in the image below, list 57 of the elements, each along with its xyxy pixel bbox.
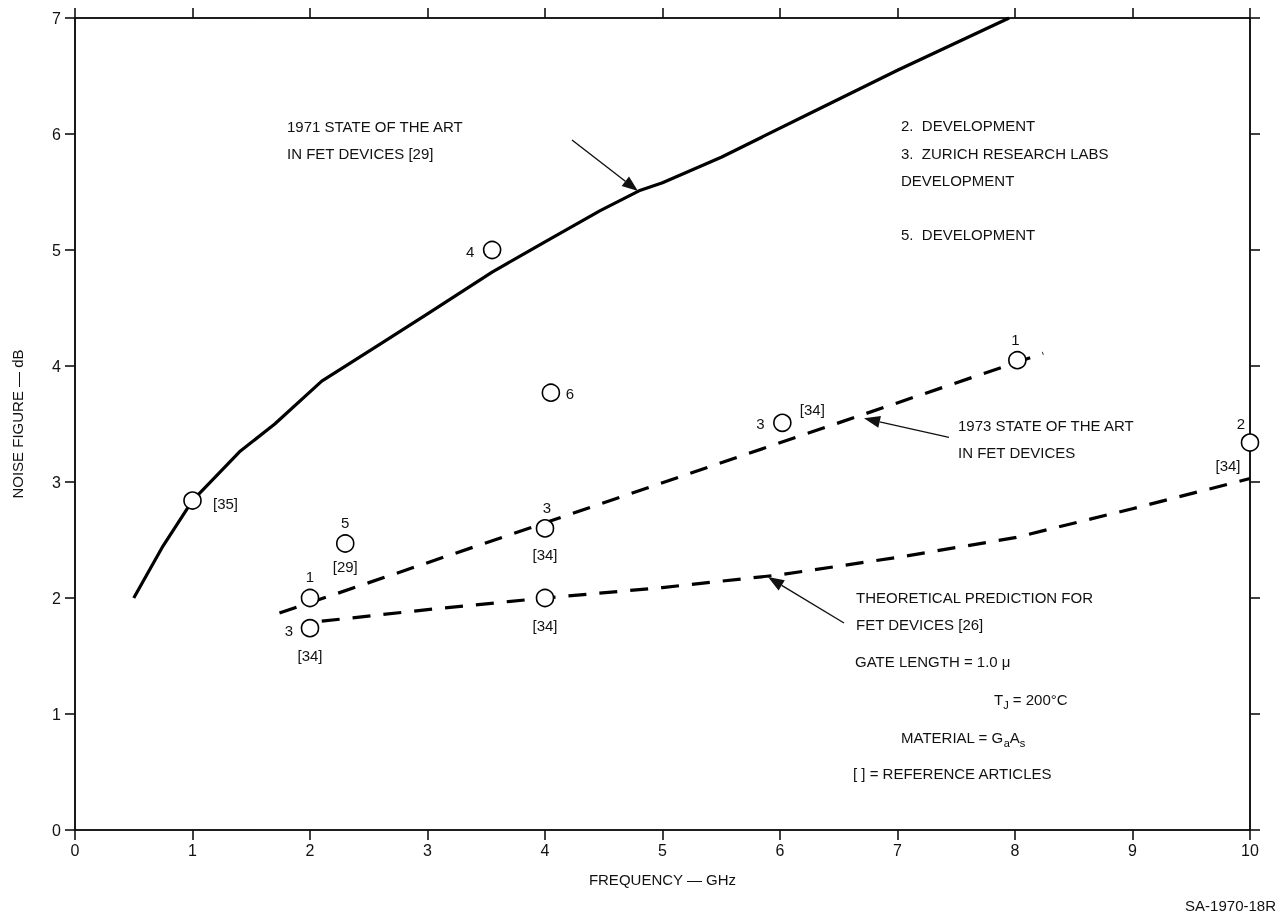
annotation: [34] — [1215, 457, 1241, 475]
point — [183, 491, 202, 510]
x-tick-label: 8 — [1010, 841, 1020, 859]
x-tick-label: 6 — [775, 841, 785, 859]
point — [1008, 350, 1027, 370]
annotation: [ ] = REFERENCE ARTICLES — [853, 765, 1052, 782]
x-axis-title: FREQUENCY — GHz — [588, 871, 737, 888]
annotation: 6 — [565, 385, 575, 403]
annotation: THEORETICAL PREDICTION FOR FET DEVICES [26] — [856, 589, 1094, 633]
x-tick-label: 4 — [540, 841, 550, 859]
annotation: [35] — [212, 495, 239, 513]
x-tick-label: 9 — [1128, 841, 1138, 859]
point — [541, 383, 561, 402]
point — [535, 519, 555, 538]
point — [535, 588, 555, 608]
y-tick-label: 3 — [52, 473, 62, 491]
annotation: [34] — [799, 401, 825, 419]
x-tick-label: 2 — [305, 841, 315, 859]
y-tick-label: 1 — [52, 705, 62, 723]
text: SA-1970-18R — [1185, 897, 1277, 911]
annotation: 5. DEVELOPMENT — [901, 226, 1036, 243]
y-axis-title: NOISE FIGURE — dB — [9, 349, 26, 499]
point — [335, 534, 355, 553]
annotation: 3 — [542, 498, 552, 516]
annotation: 1 — [305, 567, 315, 585]
annotation: [34] — [532, 616, 558, 634]
annotation: 5 — [341, 513, 350, 531]
annotation: 3. ZURICH RESEARCH LABS DEVELOPMENT — [901, 145, 1113, 189]
annotation: 1973 STATE OF THE ART IN FET DEVICES — [958, 417, 1134, 461]
y-tick-label: 5 — [52, 241, 62, 259]
x-tick-label: 5 — [658, 841, 668, 859]
x-tick-label: 0 — [70, 841, 80, 859]
annotation: [34] — [532, 545, 558, 563]
x-tick-label: 10 — [1241, 841, 1259, 859]
x-tick-label: 7 — [893, 841, 903, 859]
annotation: 1 — [1011, 330, 1020, 348]
annotation: 1971 STATE OF THE ART IN FET DEVICES [29] — [287, 118, 463, 162]
point — [300, 588, 320, 608]
point — [482, 240, 502, 260]
y-tick-label: 2 — [52, 589, 62, 607]
point — [773, 413, 792, 433]
annotation: 4 — [465, 242, 475, 260]
annotation: 3 — [756, 415, 765, 433]
point — [300, 618, 320, 638]
y-tick-label: 4 — [52, 357, 62, 375]
annotation: 2. DEVELOPMENT — [901, 117, 1036, 134]
x-tick-label: 3 — [423, 841, 433, 859]
y-tick-label: 0 — [52, 821, 62, 839]
annotation: 2 — [1236, 415, 1246, 433]
point — [1240, 433, 1260, 452]
annotation: 3 — [284, 621, 294, 639]
y-tick-label: 7 — [52, 9, 62, 27]
y-tick-label: 6 — [52, 125, 62, 143]
annotation: GATE LENGTH = 1.0 μ — [855, 653, 1011, 670]
annotation: [29] — [332, 557, 358, 575]
x-tick-label: 1 — [188, 841, 198, 859]
annotation: [34] — [297, 646, 323, 664]
